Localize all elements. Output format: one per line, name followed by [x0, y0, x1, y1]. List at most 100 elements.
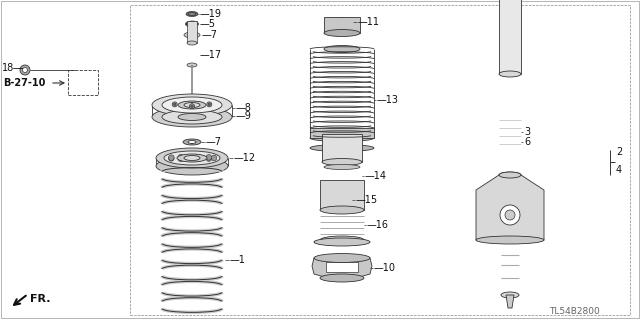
Ellipse shape: [499, 172, 521, 178]
Circle shape: [189, 104, 195, 109]
Bar: [320, 180, 364, 210]
Ellipse shape: [314, 254, 370, 263]
Ellipse shape: [476, 236, 544, 244]
Ellipse shape: [322, 159, 362, 166]
Ellipse shape: [188, 140, 196, 144]
Ellipse shape: [324, 165, 360, 169]
Circle shape: [172, 102, 177, 107]
Ellipse shape: [189, 12, 195, 16]
Circle shape: [207, 102, 212, 107]
Text: FR.: FR.: [30, 294, 51, 304]
Ellipse shape: [152, 94, 232, 116]
Ellipse shape: [499, 71, 521, 77]
Ellipse shape: [331, 18, 353, 26]
Ellipse shape: [178, 114, 206, 121]
Ellipse shape: [184, 32, 200, 38]
Ellipse shape: [310, 135, 374, 142]
Text: —14: —14: [365, 171, 387, 181]
Text: —1: —1: [230, 255, 246, 265]
Ellipse shape: [187, 63, 197, 67]
Ellipse shape: [156, 148, 228, 168]
Circle shape: [178, 154, 184, 160]
Ellipse shape: [499, 172, 521, 178]
Circle shape: [500, 205, 520, 225]
Ellipse shape: [188, 22, 196, 26]
Circle shape: [211, 155, 217, 161]
Text: —7: —7: [202, 30, 218, 40]
Text: 2: 2: [616, 147, 622, 157]
Text: TL54B2800: TL54B2800: [549, 308, 600, 316]
Ellipse shape: [156, 157, 228, 175]
Circle shape: [193, 156, 198, 162]
Polygon shape: [326, 262, 358, 272]
Text: —11: —11: [358, 17, 380, 27]
Circle shape: [193, 154, 198, 160]
Circle shape: [505, 210, 515, 220]
Text: B-27-10: B-27-10: [3, 78, 45, 88]
Text: —13: —13: [377, 95, 399, 105]
Text: 6: 6: [524, 137, 530, 147]
Text: —7: —7: [206, 137, 222, 147]
Ellipse shape: [186, 11, 198, 17]
Text: —8: —8: [236, 103, 252, 113]
Circle shape: [206, 155, 212, 160]
Ellipse shape: [164, 151, 220, 165]
Ellipse shape: [324, 29, 360, 36]
Ellipse shape: [162, 110, 222, 124]
Bar: [322, 134, 362, 162]
Bar: [324, 17, 360, 33]
Ellipse shape: [320, 206, 364, 214]
Ellipse shape: [162, 97, 222, 113]
Ellipse shape: [186, 21, 198, 27]
Bar: [501, 185, 519, 240]
Circle shape: [191, 105, 193, 108]
Ellipse shape: [505, 66, 515, 70]
Ellipse shape: [336, 20, 348, 24]
Polygon shape: [314, 240, 370, 242]
Ellipse shape: [320, 236, 364, 244]
Ellipse shape: [501, 292, 519, 298]
Text: —10: —10: [374, 263, 396, 273]
Ellipse shape: [152, 107, 232, 127]
Bar: [187, 21, 197, 43]
Circle shape: [208, 103, 211, 106]
Text: 18―: 18―: [2, 63, 24, 73]
Circle shape: [168, 156, 174, 161]
Circle shape: [178, 156, 184, 162]
Bar: [68, 70, 98, 95]
Bar: [509, 0, 511, 10]
Circle shape: [168, 155, 174, 160]
Circle shape: [173, 103, 176, 106]
Bar: [499, 0, 521, 74]
Ellipse shape: [320, 274, 364, 282]
Ellipse shape: [183, 139, 201, 145]
Ellipse shape: [178, 101, 206, 109]
Ellipse shape: [322, 187, 362, 194]
Text: —9: —9: [236, 111, 252, 121]
Ellipse shape: [188, 33, 196, 36]
Text: 4: 4: [616, 165, 622, 175]
Ellipse shape: [177, 154, 207, 162]
Ellipse shape: [501, 237, 519, 243]
Circle shape: [206, 156, 212, 161]
Text: —15: —15: [356, 195, 378, 205]
Text: —17: —17: [200, 50, 222, 60]
Text: —16: —16: [367, 220, 389, 230]
Text: —12: —12: [234, 153, 256, 163]
Polygon shape: [476, 175, 544, 240]
Ellipse shape: [337, 198, 347, 202]
Circle shape: [20, 65, 30, 75]
Text: 3: 3: [524, 127, 530, 137]
Ellipse shape: [187, 41, 197, 45]
Bar: [130, 5, 630, 315]
Ellipse shape: [314, 238, 370, 246]
Bar: [505, 62, 515, 68]
Ellipse shape: [324, 46, 360, 53]
Polygon shape: [312, 258, 372, 278]
Bar: [310, 128, 374, 138]
Text: —19: —19: [200, 9, 222, 19]
Ellipse shape: [184, 155, 200, 160]
Text: —5: —5: [200, 19, 216, 29]
Circle shape: [22, 68, 28, 72]
Ellipse shape: [310, 145, 374, 152]
